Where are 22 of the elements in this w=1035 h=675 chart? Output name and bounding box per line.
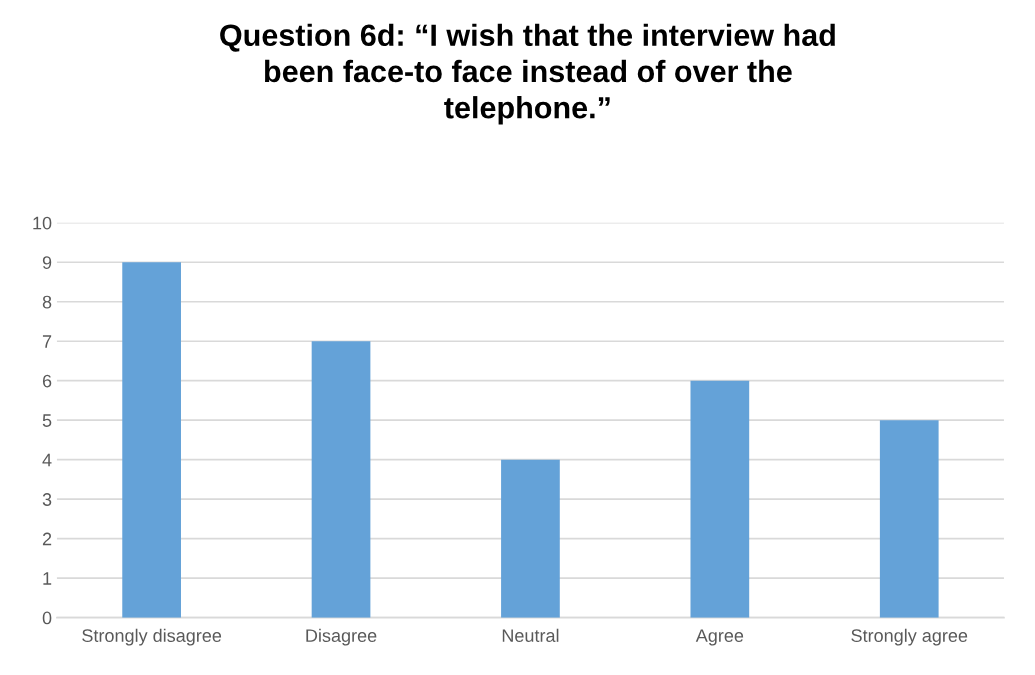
y-tick-label: 0 xyxy=(42,611,52,625)
bar xyxy=(122,262,181,618)
x-tick-label: Neutral xyxy=(502,628,559,642)
bar xyxy=(879,420,939,618)
y-tick-label: 7 xyxy=(42,335,52,348)
bar xyxy=(501,459,560,618)
x-tick-label: Disagree xyxy=(306,628,377,646)
y-tick-label: 9 xyxy=(42,256,52,269)
y-tick-label: 2 xyxy=(42,532,52,546)
chart-title: Question 6d: “I wish that the interview had been face-to face instead of over the telephone.” xyxy=(220,23,835,125)
x-tick-label: Agree xyxy=(695,629,744,646)
bar xyxy=(311,341,371,618)
y-tick-label: 4 xyxy=(42,453,52,467)
y-tick-label: 10 xyxy=(33,216,52,230)
bar xyxy=(690,380,750,618)
x-tick-label: Strongly agree xyxy=(851,628,968,646)
y-tick-label: 5 xyxy=(42,414,52,427)
y-tick-label: 3 xyxy=(42,493,52,506)
y-tick-label: 6 xyxy=(42,374,52,388)
x-tick-label: Strongly disagree xyxy=(82,628,222,646)
y-tick-label: 1 xyxy=(43,572,52,585)
y-tick-label: 8 xyxy=(42,295,52,309)
